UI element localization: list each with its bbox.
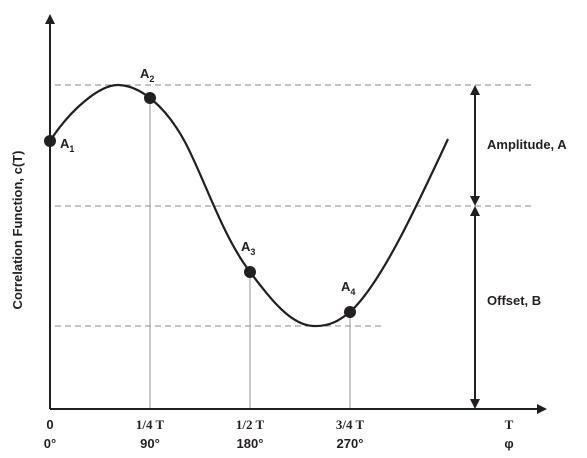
point-a4	[344, 306, 356, 318]
amplitude-label: Amplitude, A	[487, 137, 567, 152]
y-axis-label: Correlation Function, c(T)	[10, 151, 25, 310]
label-a1: A1	[60, 136, 74, 154]
tick-label-half: 1/2 T	[236, 417, 265, 432]
tick-label-half-deg: 180°	[237, 436, 264, 451]
offset-label: Offset, B	[487, 293, 541, 308]
tick-label-0-deg: 0°	[44, 436, 56, 451]
tick-label-three-quarter: 3/4 T	[336, 417, 365, 432]
tick-label-0: 0	[46, 417, 53, 432]
tick-label-quarter-deg: 90°	[140, 436, 160, 451]
label-a4: A4	[341, 279, 355, 297]
x-axis-end-label-period: T	[505, 417, 514, 432]
point-a3	[244, 266, 256, 278]
x-axis-end-label-phase: φ	[504, 436, 513, 451]
point-a1	[44, 135, 56, 147]
tick-label-three-quarter-deg: 270°	[337, 436, 364, 451]
label-a2: A2	[140, 66, 154, 84]
point-a2	[144, 92, 156, 104]
label-a3: A3	[241, 239, 255, 257]
tick-label-quarter: 1/4 T	[136, 417, 165, 432]
